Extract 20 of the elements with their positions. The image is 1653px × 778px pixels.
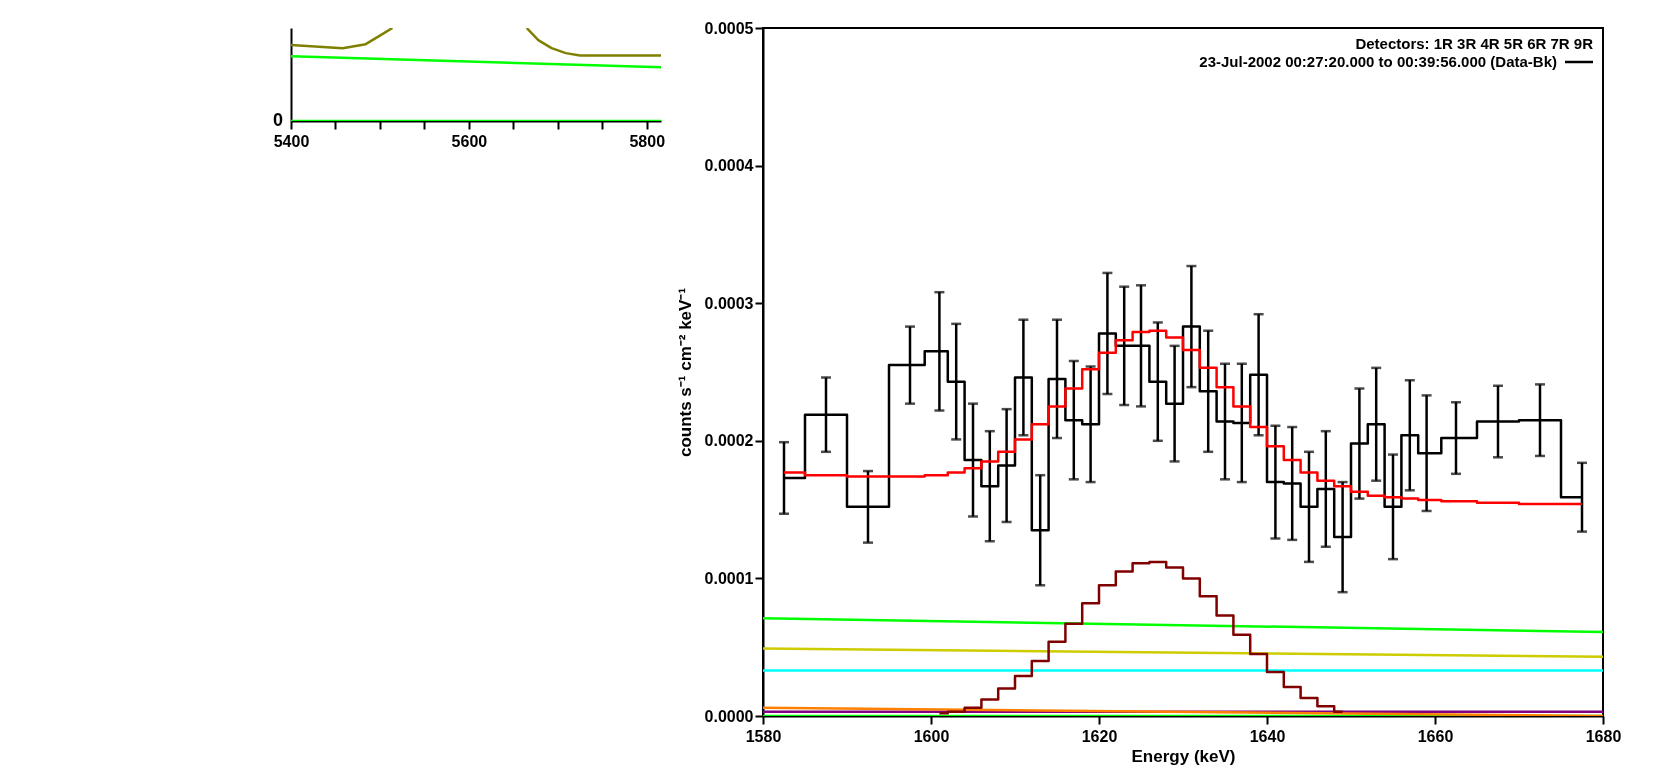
- x-tick-label: 1580: [745, 727, 782, 745]
- annotation: 0: [272, 110, 283, 130]
- y-axis-title: counts s⁻¹ cm⁻² keV⁻¹: [675, 287, 695, 458]
- y-tick-label: 0.0000: [704, 707, 754, 725]
- x-tick-label: 1680: [1585, 727, 1622, 745]
- y-tick-label: 0.0004: [704, 157, 754, 175]
- y-tick-label: 0.0003: [704, 294, 754, 312]
- x-tick-label: 1640: [1249, 727, 1286, 745]
- legend-title: Detectors: 1R 3R 4R 5R 6R 7R 9R: [1355, 35, 1594, 52]
- x-axis-title: Energy (keV): [1131, 746, 1236, 766]
- legend-label: 23-Jul-2002 00:27:20.000 to 00:39:56.000 (Data-Bk): [1199, 53, 1557, 70]
- x-tick-label: 5400: [273, 132, 310, 150]
- y-tick-label: 0.0005: [704, 19, 754, 37]
- x-tick-label: 1620: [1081, 727, 1118, 745]
- x-tick-label: 5800: [629, 132, 666, 150]
- y-tick-label: 0.0001: [704, 569, 754, 587]
- x-tick-label: 1660: [1417, 727, 1454, 745]
- x-tick-label: 1600: [913, 727, 950, 745]
- y-tick-label: 0.0002: [704, 432, 754, 450]
- x-tick-label: 5600: [451, 132, 488, 150]
